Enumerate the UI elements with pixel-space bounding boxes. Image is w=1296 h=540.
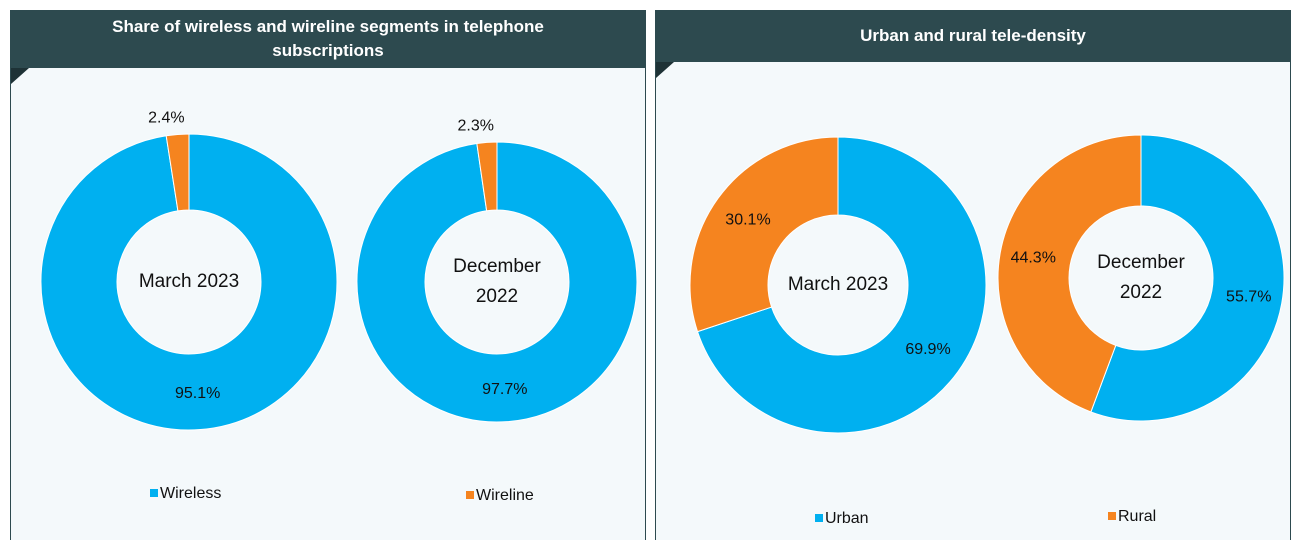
- donut-slice: [165, 133, 190, 212]
- panel-title: Urban and rural tele-density: [860, 26, 1086, 45]
- data-label: 2.3%: [458, 118, 494, 135]
- legend-label: Wireless: [160, 485, 221, 502]
- donut-slice: [356, 141, 638, 423]
- legend-swatch: [1108, 512, 1116, 520]
- donut-center-label: March 2023: [787, 274, 889, 295]
- panel-header: Urban and rural tele-density: [656, 10, 1290, 62]
- donut-center-label: March 2023: [138, 271, 240, 292]
- legend-swatch: [150, 489, 158, 497]
- data-label: 2.4%: [148, 110, 184, 127]
- panel-title: Share of wireless and wireline segments …: [112, 17, 544, 60]
- donut-slice: [476, 141, 498, 212]
- donut-slice: [689, 136, 839, 333]
- data-label: 30.1%: [725, 211, 770, 228]
- donut-slice: [696, 136, 987, 434]
- data-label: 69.9%: [905, 341, 950, 358]
- legend-label: Urban: [825, 510, 869, 527]
- legend-swatch: [466, 491, 474, 499]
- data-label: 55.7%: [1226, 289, 1271, 306]
- legend-swatch: [815, 514, 823, 522]
- legend-label: Wireline: [476, 487, 534, 504]
- legend-label: Rural: [1118, 508, 1156, 525]
- data-label: 97.7%: [482, 381, 527, 398]
- donut-slice: [40, 133, 338, 431]
- header-fold: [11, 68, 29, 84]
- data-label: 95.1%: [175, 385, 220, 402]
- header-fold: [656, 62, 674, 78]
- data-label: 44.3%: [1011, 250, 1056, 267]
- donut-slice: [997, 134, 1142, 413]
- panel-header: Share of wireless and wireline segments …: [11, 10, 645, 68]
- donut-center-label: December 2022: [453, 256, 541, 307]
- donut-slice: [1090, 134, 1285, 422]
- donut-center-label: December 2022: [1097, 252, 1185, 303]
